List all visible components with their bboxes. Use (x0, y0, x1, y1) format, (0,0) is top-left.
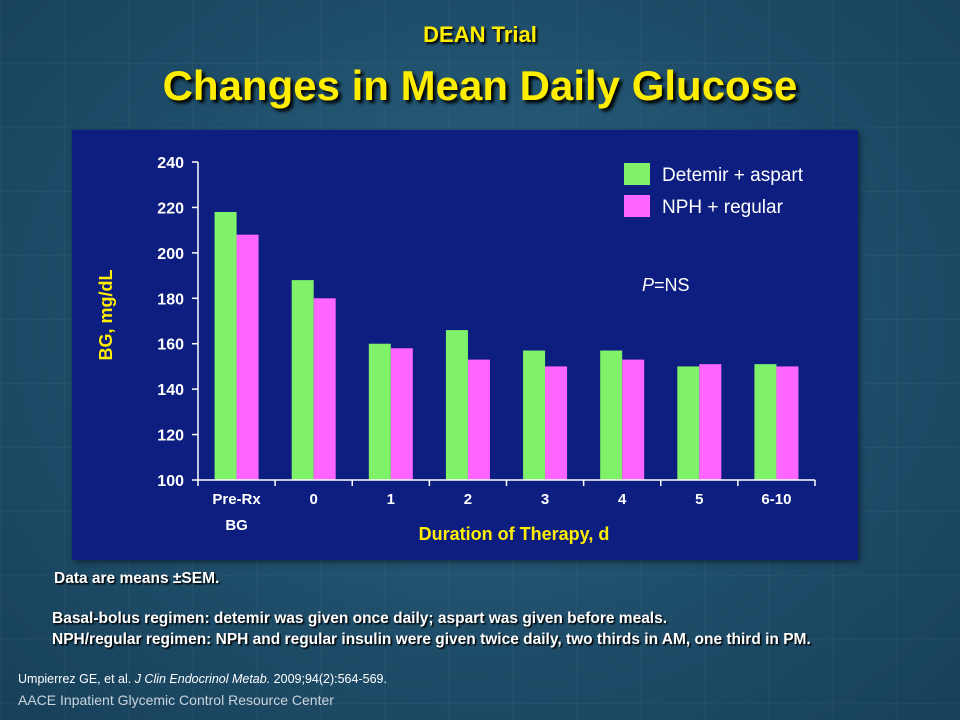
bar-nph-regular (699, 364, 722, 480)
x-tick-label: 3 (541, 491, 549, 508)
legend: Detemir + aspart NPH + regular (624, 163, 804, 218)
bar-nph-regular (236, 234, 259, 480)
legend-label: Detemir + aspart (662, 165, 804, 186)
means-note: Data are means ±SEM. (54, 570, 220, 587)
footer-org: AACE Inpatient Glycemic Control Resource… (18, 692, 334, 708)
y-tick-label: 100 (157, 473, 184, 490)
y-tick-label: 200 (157, 246, 184, 263)
y-tick-label: 220 (157, 200, 184, 217)
p-value-annotation: P=NS (642, 275, 690, 295)
citation: Umpierrez GE, et al. J Clin Endocrinol M… (18, 672, 387, 686)
bar-nph-regular (313, 298, 336, 480)
bar-nph-regular (622, 359, 645, 480)
regimen-notes: Basal-bolus regimen: detemir was given o… (52, 608, 811, 650)
x-tick-label: Pre-Rx (212, 491, 261, 508)
y-tick-label: 120 (157, 428, 184, 445)
x-tick-label: 4 (618, 491, 627, 508)
y-axis-label: BG, mg/dL (96, 270, 116, 361)
bar-detemir-aspart (677, 366, 700, 480)
citation-authors: Umpierrez GE, et al. (18, 672, 135, 686)
bar-detemir-aspart (368, 343, 391, 480)
y-tick-label: 180 (157, 291, 184, 308)
bars-group (214, 211, 799, 480)
basal-bolus-note: Basal-bolus regimen: detemir was given o… (52, 610, 668, 627)
citation-details: 2009;94(2):564-569. (270, 672, 387, 686)
nph-regular-note: NPH/regular regimen: NPH and regular ins… (52, 631, 811, 648)
bar-detemir-aspart (523, 350, 546, 480)
bar-detemir-aspart (445, 330, 468, 480)
bar-nph-regular (776, 366, 799, 480)
x-tick-label: 6-10 (761, 491, 791, 508)
bar-detemir-aspart (214, 211, 237, 480)
x-tick-label: 1 (387, 491, 395, 508)
bar-nph-regular (545, 366, 568, 480)
legend-swatch (624, 195, 650, 217)
y-tick-label: 240 (157, 155, 184, 172)
legend-label: NPH + regular (662, 197, 784, 218)
bar-chart: 100 120 140 160 180 200 220 240 Pre-Rx BG 0 1 2 3 4 5 6… (96, 155, 816, 544)
chart-panel: 100 120 140 160 180 200 220 240 Pre-Rx BG 0 1 2 3 4 5 6… (72, 130, 858, 560)
bar-nph-regular (467, 359, 490, 480)
x-axis-label: Duration of Therapy, d (419, 524, 610, 544)
x-tick-label: 5 (695, 491, 703, 508)
x-tick-label: BG (225, 517, 248, 534)
y-tick-label: 140 (157, 382, 184, 399)
y-ticks: 100 120 140 160 180 200 220 240 (157, 155, 198, 490)
x-tick-label: 2 (464, 491, 472, 508)
slide-subtitle: DEAN Trial (423, 22, 537, 47)
x-ticks: Pre-Rx BG 0 1 2 3 4 5 6-10 (197, 480, 816, 534)
x-tick-label: 0 (310, 491, 318, 508)
bar-detemir-aspart (754, 364, 777, 480)
y-tick-label: 160 (157, 337, 184, 354)
citation-journal: J Clin Endocrinol Metab. (134, 672, 271, 686)
legend-swatch (624, 163, 650, 185)
bar-nph-regular (390, 348, 413, 480)
bar-detemir-aspart (291, 280, 314, 480)
slide-title: Changes in Mean Daily Glucose (162, 62, 798, 109)
bar-detemir-aspart (600, 350, 623, 480)
